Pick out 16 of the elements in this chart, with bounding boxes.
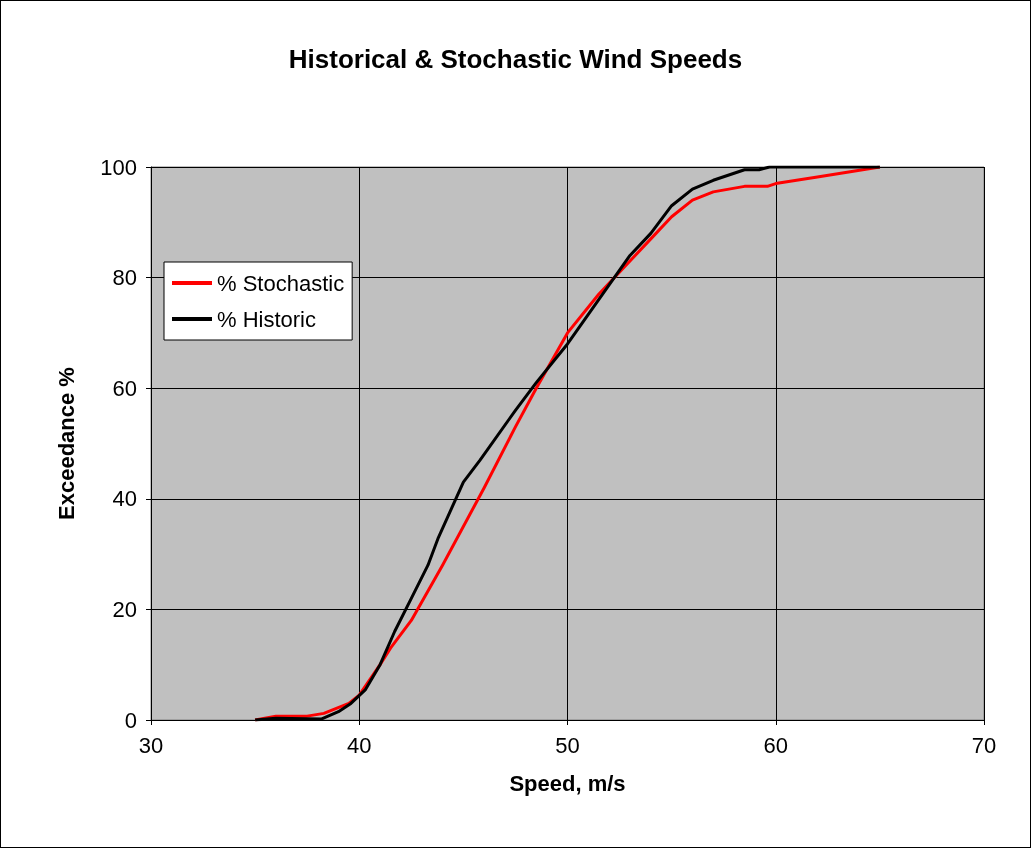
y-tick-label: 80 [112,265,137,291]
legend-label: % Historic [217,306,317,332]
x-tick-label: 70 [971,732,997,758]
x-tick-label: 60 [763,732,788,758]
y-tick-label: 40 [112,486,137,512]
x-tick-label: 40 [347,732,372,758]
y-tick-label: 0 [124,707,137,733]
x-tick-label: 30 [138,732,164,758]
x-axis-title: Speed, m/s [509,770,626,796]
y-tick-label: 100 [100,154,137,180]
y-tick-label: 60 [112,375,137,401]
y-tick-label: 20 [112,596,137,622]
chart-title: Historical & Stochastic Wind Speeds [288,44,743,74]
y-axis-title: Exceedance % [53,367,79,520]
legend-label: % Stochastic [217,270,345,296]
x-tick-label: 50 [555,732,580,758]
